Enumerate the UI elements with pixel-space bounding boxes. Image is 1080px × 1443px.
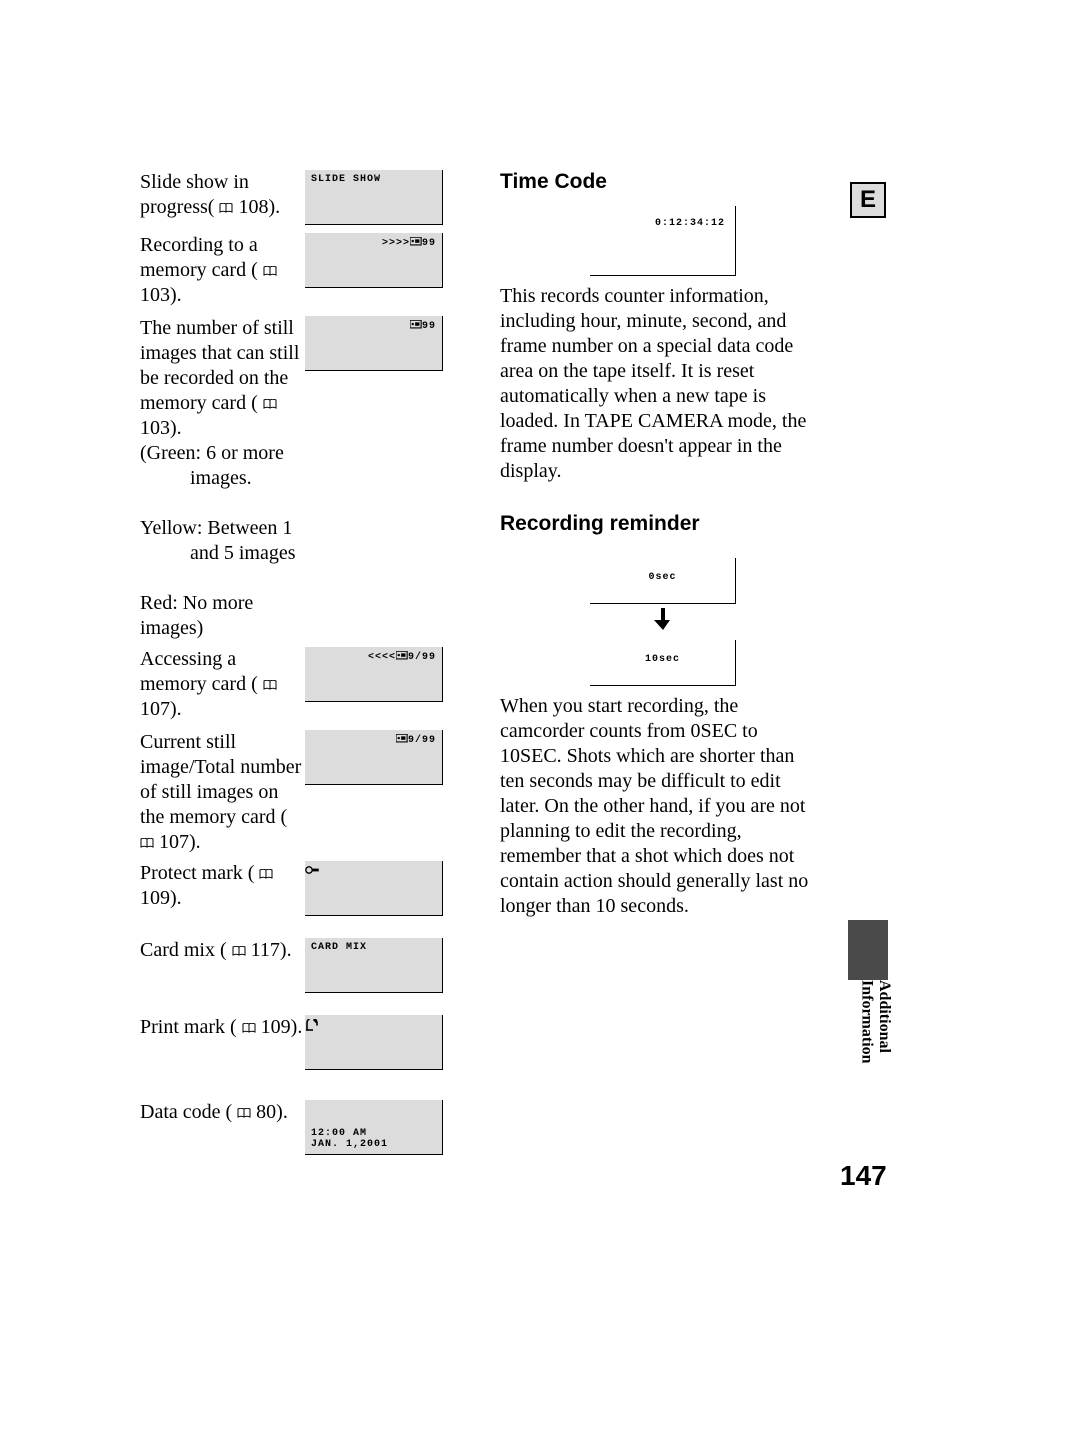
lcd-screen: >>>>99: [305, 233, 443, 288]
lcd-text: 9/99: [396, 734, 436, 746]
lcd-text: [305, 865, 442, 875]
screen-timecode: 0:12:34:12: [590, 206, 736, 276]
book-ref-icon: [263, 399, 277, 410]
section-tab-block: [848, 920, 888, 980]
language-badge: E: [850, 182, 886, 218]
book-ref-icon: [237, 1108, 251, 1119]
screen-reminder-bottom-text: 10sec: [590, 654, 735, 665]
screen-reminder-bottom: 10sec: [590, 640, 736, 686]
lcd-text: 99: [410, 320, 436, 332]
lcd-screen: SLIDE SHOW: [305, 170, 443, 225]
lcd-text: >>>>99: [382, 237, 436, 249]
book-ref-icon: [232, 946, 246, 957]
lcd-text: <<<<9/99: [368, 651, 436, 663]
two-columns: Slide show in progress( 108). SLIDE SHOW R…: [140, 170, 940, 1155]
indicator-desc: Data code ( 80).: [140, 1100, 305, 1125]
print-mark-icon: [305, 1019, 442, 1031]
lcd-screen: [305, 1015, 443, 1070]
indicator-row: Data code ( 80). 12:00 AMJAN. 1,2001: [140, 1100, 450, 1155]
book-ref-icon: [242, 1023, 256, 1034]
memory-card-icon: [396, 651, 408, 660]
indicator-row: Protect mark ( 109).: [140, 861, 450, 916]
memory-card-icon: [396, 734, 408, 743]
section-tab-label: AdditionalInformation: [843, 980, 893, 1064]
page-content: Slide show in progress( 108). SLIDE SHOW R…: [140, 170, 940, 1155]
section-tab-text: AdditionalInformation: [858, 980, 893, 1064]
indicator-desc: Print mark ( 109).: [140, 1015, 305, 1040]
indicator-row: Recording to a memory card ( 103). >>>>99: [140, 233, 450, 308]
heading-reminder: Recording reminder: [500, 512, 820, 536]
lcd-screen: <<<<9/99: [305, 647, 443, 702]
left-column: Slide show in progress( 108). SLIDE SHOW R…: [140, 170, 450, 1155]
indicator-desc: Slide show in progress( 108).: [140, 170, 305, 220]
book-ref-icon: [263, 680, 277, 691]
lcd-screen: 9/99: [305, 730, 443, 785]
screen-timecode-text: 0:12:34:12: [655, 218, 725, 229]
indicator-row: Card mix ( 117). CARD MIX: [140, 938, 450, 993]
screen-reminder-top-text: 0sec: [590, 572, 735, 583]
indicator-desc: Accessing a memory card ( 107).: [140, 647, 305, 722]
indicator-row: The number of still images that can stil…: [140, 316, 450, 641]
indicator-desc: Recording to a memory card ( 103).: [140, 233, 305, 308]
memory-card-icon: [410, 237, 422, 246]
para-reminder: When you start recording, the camcorder …: [500, 694, 820, 919]
indicator-desc: The number of still images that can stil…: [140, 316, 305, 641]
page-number: 147: [840, 1160, 887, 1192]
indicator-row: Print mark ( 109).: [140, 1015, 450, 1070]
indicator-desc: Current still image/Total number of stil…: [140, 730, 305, 855]
lcd-screen: 99: [305, 316, 443, 371]
indicator-desc: Protect mark ( 109).: [140, 861, 305, 911]
indicator-row: Current still image/Total number of stil…: [140, 730, 450, 855]
lcd-screen: [305, 861, 443, 916]
right-column: Time Code 0:12:34:12 This records counte…: [500, 170, 820, 1155]
para-timecode: This records counter information, includ…: [500, 284, 820, 484]
book-ref-icon: [219, 203, 233, 214]
lcd-text: 12:00 AMJAN. 1,2001: [311, 1128, 388, 1150]
down-arrow-icon: [590, 604, 736, 640]
lcd-screen: 12:00 AMJAN. 1,2001: [305, 1100, 443, 1155]
lcd-screen: CARD MIX: [305, 938, 443, 993]
lcd-text: [305, 1019, 442, 1031]
book-ref-icon: [140, 838, 154, 849]
heading-timecode: Time Code: [500, 170, 820, 194]
book-ref-icon: [259, 869, 273, 880]
indicator-row: Slide show in progress( 108). SLIDE SHOW: [140, 170, 450, 225]
indicator-row: Accessing a memory card ( 107). <<<<9/99: [140, 647, 450, 722]
indicator-desc: Card mix ( 117).: [140, 938, 305, 963]
lcd-text: SLIDE SHOW: [311, 174, 381, 185]
lcd-text: CARD MIX: [311, 942, 367, 953]
screen-reminder-top: 0sec: [590, 558, 736, 604]
book-ref-icon: [263, 266, 277, 277]
memory-card-icon: [410, 320, 422, 329]
protect-icon: [305, 865, 442, 875]
